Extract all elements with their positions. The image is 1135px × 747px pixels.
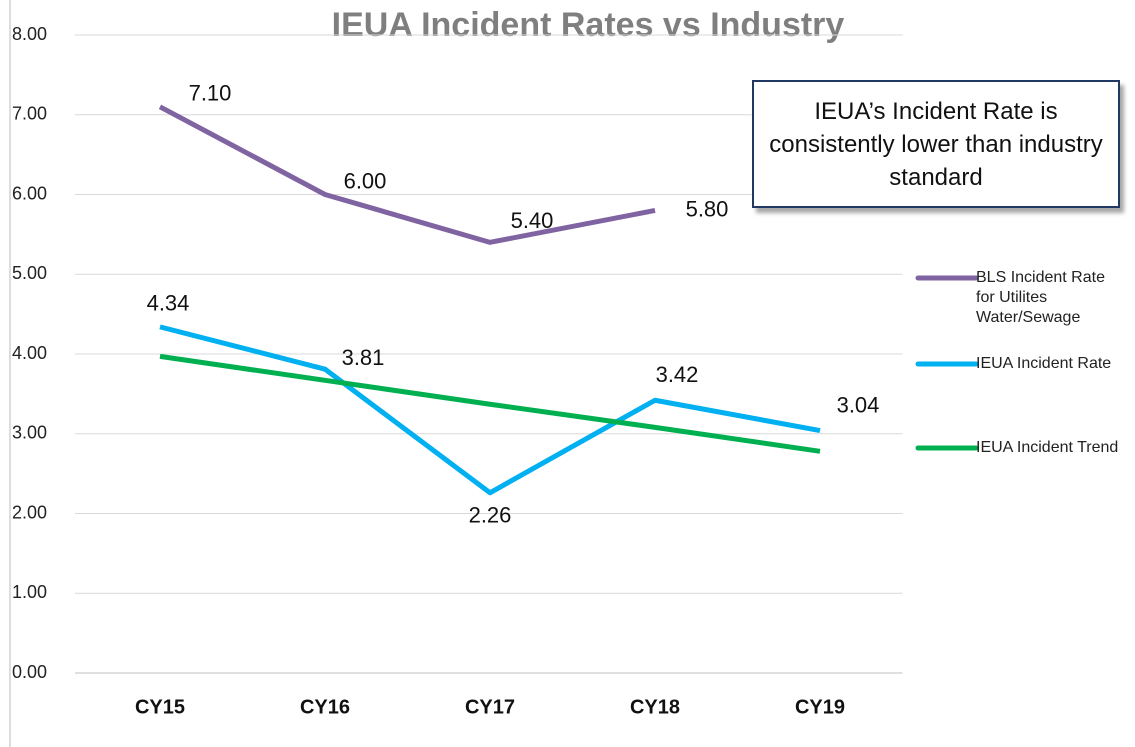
chart-title: IEUA Incident Rates vs Industry: [332, 6, 845, 44]
data-label: 3.81: [342, 345, 385, 370]
annotation: IEUA’s Incident Rate is consistently low…: [752, 80, 1120, 208]
data-label: 7.10: [189, 81, 232, 106]
data-label: 6.00: [344, 168, 387, 193]
legend-label: BLS Incident Rate for Utilites Water/Sew…: [976, 269, 1105, 326]
x-tick-label: CY19: [795, 696, 845, 718]
data-label: 5.80: [686, 196, 729, 221]
legend-label: IEUA Incident Trend: [976, 439, 1119, 456]
y-tick-label: 7.00: [12, 104, 47, 124]
data-label: 3.42: [656, 362, 699, 387]
series-line: [159, 353, 821, 454]
data-label: 3.04: [837, 392, 880, 417]
y-tick-label: 8.00: [12, 24, 47, 44]
legend-label: IEUA Incident Rate: [976, 355, 1112, 372]
x-tick-label: CY17: [465, 696, 515, 718]
y-tick-label: 0.00: [12, 662, 47, 682]
series-line: [158, 104, 656, 245]
x-tick-label: CY16: [300, 696, 350, 718]
y-tick-label: 3.00: [12, 423, 47, 443]
data-label: 4.34: [147, 291, 190, 316]
y-tick-label: 4.00: [12, 343, 47, 363]
x-tick-label: CY15: [135, 696, 185, 718]
data-label: 2.26: [469, 503, 512, 528]
series-line: [159, 324, 821, 496]
x-tick-label: CY18: [630, 696, 680, 718]
data-label: 5.40: [511, 208, 554, 233]
y-tick-label: 1.00: [12, 582, 47, 602]
y-tick-label: 6.00: [12, 183, 47, 203]
y-tick-label: 5.00: [12, 263, 47, 283]
y-tick-label: 2.00: [12, 502, 47, 522]
